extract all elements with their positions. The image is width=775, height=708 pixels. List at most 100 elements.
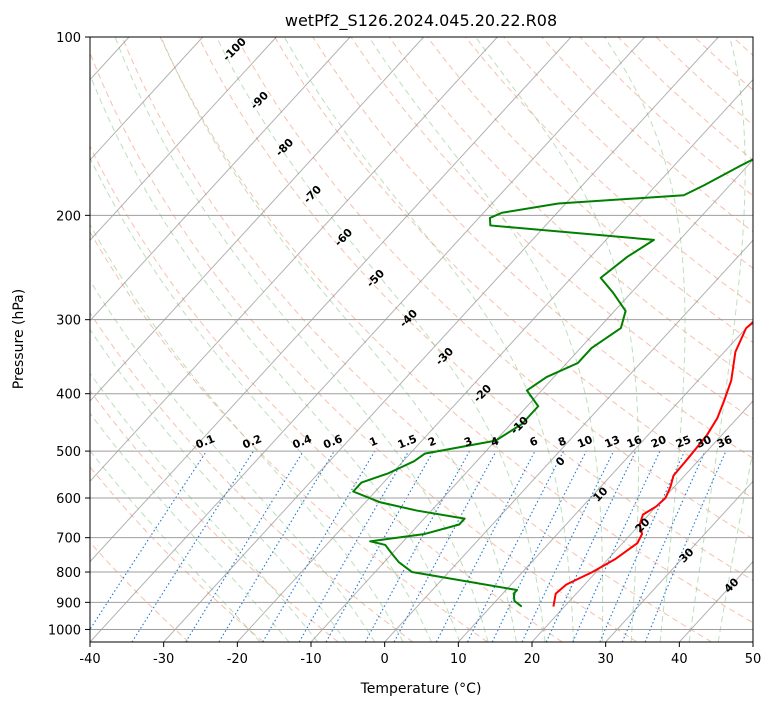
dry-adiabat-label: -30: [433, 345, 456, 368]
mixing-ratio-line: [491, 450, 587, 642]
x-tick-label: -20: [227, 652, 248, 667]
y-tick-label: 200: [56, 209, 81, 224]
isotherm-line: [90, 37, 351, 322]
chart-title: wetPf2_S126.2024.045.20.22.R08: [285, 11, 557, 31]
dry-adiabat-label: -90: [248, 89, 271, 112]
isotherm-line: [384, 239, 753, 642]
mixing-ratio-line: [131, 450, 254, 642]
moist-adiabat-line: [90, 73, 461, 642]
mixing-ratio-line: [467, 450, 565, 642]
isotherm-line: [90, 37, 277, 242]
x-tick-label: 50: [745, 652, 762, 667]
x-tick-label: -10: [300, 652, 321, 667]
moist-adiabat-line: [717, 448, 753, 642]
dry-adiabat-label: -40: [397, 307, 420, 330]
temperature-line: [552, 321, 753, 607]
y-tick-label: 800: [56, 566, 81, 581]
mixing-ratio-line: [545, 450, 637, 642]
dry-adiabat-line: [90, 145, 563, 642]
x-tick-label: -30: [153, 652, 174, 667]
isotherm-line: [531, 400, 753, 642]
moist-adiabat-line: [368, 37, 604, 642]
dry-adiabat-line: [90, 389, 339, 642]
moist-adiabat-line: [90, 372, 319, 642]
isotherm-line: [0, 37, 55, 642]
moist-adiabat-line: [215, 37, 546, 642]
mixing-ratio-label: 30: [694, 433, 713, 451]
dry-adiabat-line: [90, 230, 488, 642]
y-tick-label: 300: [56, 314, 81, 329]
mixing-ratio-line: [521, 450, 615, 642]
dry-adiabat-line: [274, 37, 753, 499]
mixing-ratio-line: [599, 450, 686, 642]
isotherm-line: [90, 37, 646, 642]
mixing-ratio-label: 1.5: [396, 432, 419, 451]
plot-area: 0.1 0.2 0.4 0.6 1 1.5 2 3 4 6 8 10 13 16 20 25 30 36-100-…: [0, 35, 753, 642]
dry-adiabat-line: [90, 541, 190, 642]
dry-adiabat-line: [655, 37, 753, 126]
mixing-ratio-label: 0.4: [291, 432, 314, 451]
dry-adiabat-line: [90, 466, 264, 642]
axes: -40 -30 -20 -10 0 10 20 30 40 5010020030040050060…: [48, 31, 761, 667]
mixing-ratio-line: [572, 450, 661, 642]
isotherm-line: [457, 319, 753, 642]
dry-adiabat-line: [197, 37, 753, 581]
x-tick-label: 40: [671, 652, 688, 667]
moist-adiabat-line: [90, 328, 347, 642]
mixing-ratio-label: 2: [426, 434, 438, 449]
mixing-ratio-label: 13: [603, 433, 622, 451]
y-tick-label: 400: [56, 388, 81, 403]
mixing-ratio-label: 0.1: [194, 432, 217, 451]
y-tick-label: 900: [56, 596, 81, 611]
moist-adiabat-line: [90, 223, 404, 642]
dry-adiabat-line: [159, 37, 753, 624]
mixing-ratio-line: [364, 450, 471, 642]
dry-adiabat-label: -20: [471, 382, 494, 405]
dry-adiabat-label: -100: [220, 35, 249, 64]
mixing-ratio-label: 6: [528, 434, 540, 449]
mixing-ratio-label: 16: [625, 433, 644, 451]
dry-adiabat-line: [579, 37, 753, 197]
moist-adiabat-line: [90, 279, 376, 642]
mixing-ratio-line: [185, 450, 304, 642]
isotherm-line: [678, 560, 753, 642]
plot-frame: [89, 36, 754, 643]
isotherm-line: [605, 480, 753, 642]
dry-adiabat-line: [121, 37, 712, 642]
x-tick-label: 0: [381, 652, 389, 667]
dry-adiabat-line: [426, 37, 753, 344]
isotherm-line: [752, 641, 753, 642]
mixing-ratio-label: 20: [649, 433, 668, 451]
moist-adiabat-line: [114, 37, 489, 642]
mixing-ratio-label: 36: [715, 433, 734, 451]
mixing-ratio-label: 10: [575, 433, 594, 451]
mixing-ratio-line: [90, 450, 208, 631]
dry-adiabat-label: -50: [364, 267, 387, 290]
dry-adiabat-label: 10: [591, 484, 611, 504]
moist-adiabat-line: [604, 37, 686, 642]
moist-adiabat-line: [688, 37, 746, 642]
y-tick-label: 700: [56, 532, 81, 547]
dry-adiabat-line: [90, 51, 638, 642]
y-axis-label: Pressure (hPa): [11, 289, 27, 389]
dry-adiabat-line: [388, 37, 753, 382]
dry-adiabat-label: 20: [633, 515, 653, 535]
mixing-ratio-line: [621, 450, 706, 642]
dry-adiabat-label: -80: [273, 136, 296, 159]
isotherm-line: [90, 37, 572, 563]
mixing-ratio-line: [325, 450, 434, 642]
x-axis-label: Temperature (°C): [360, 681, 482, 697]
mixing-ratio-line: [393, 450, 497, 642]
dry-adiabat-label: -70: [301, 183, 324, 206]
isotherm-line: [236, 78, 753, 642]
isotherm-line: [90, 37, 204, 161]
mixing-ratio-line: [262, 450, 376, 642]
mixing-ratio-line: [298, 450, 410, 642]
dry-adiabat-line: [732, 37, 753, 56]
mixing-ratio-label: 25: [674, 433, 693, 451]
y-tick-label: 500: [56, 445, 81, 460]
y-tick-label: 600: [56, 492, 81, 507]
moist-adiabat-line: [90, 412, 290, 642]
x-tick-label: 10: [450, 652, 467, 667]
